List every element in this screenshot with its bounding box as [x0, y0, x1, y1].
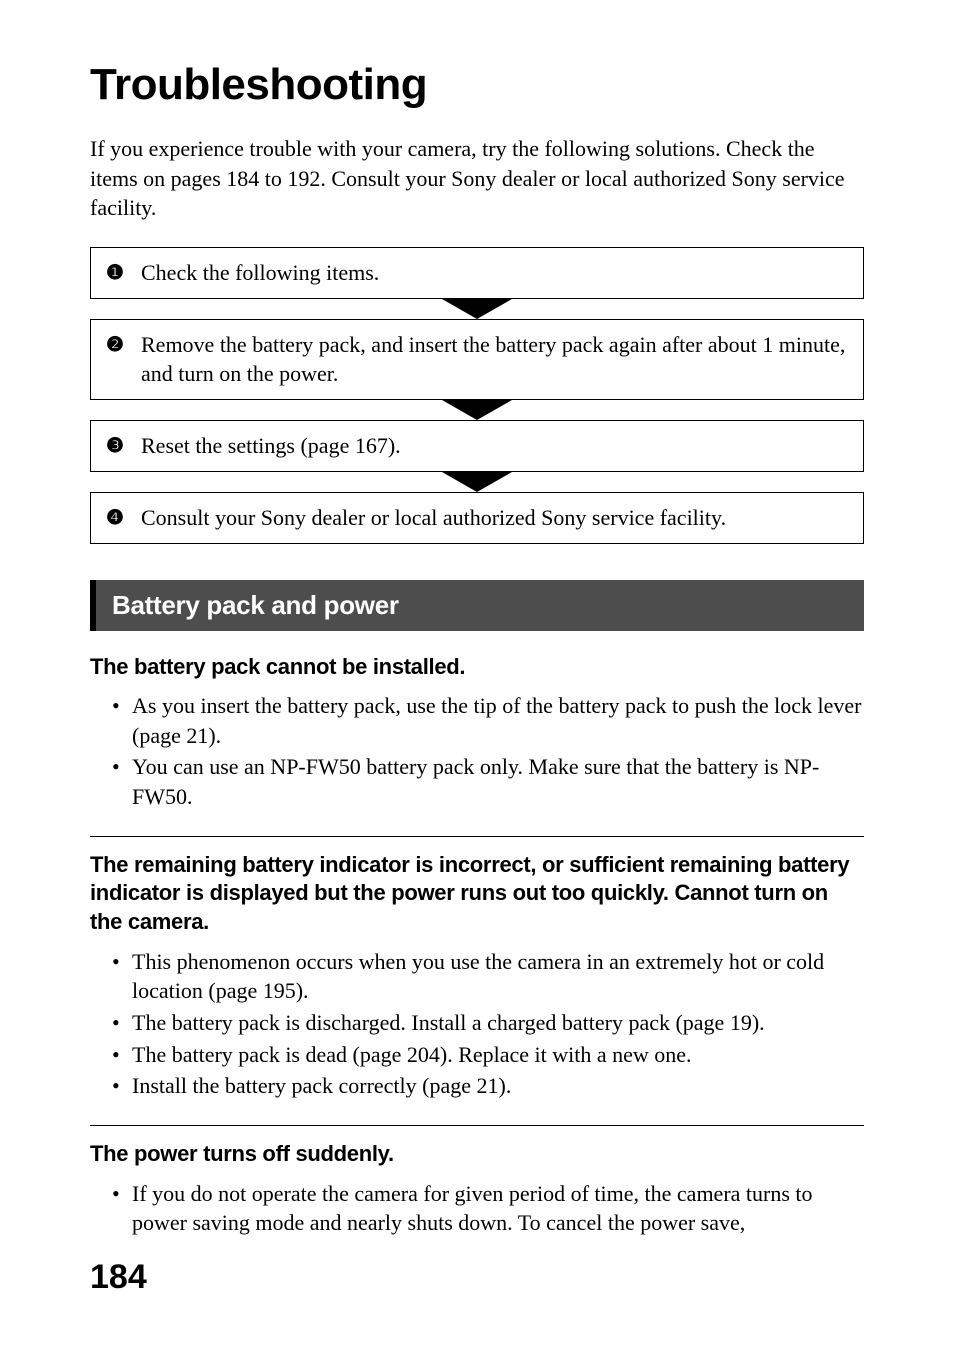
list-item: This phenomenon occurs when you use the …: [132, 947, 864, 1006]
step-text: Remove the battery pack, and insert the …: [141, 330, 847, 389]
topic-block: The remaining battery indicator is incor…: [90, 851, 864, 1101]
step-number-icon: ❶: [103, 260, 127, 287]
down-arrow-icon: [90, 472, 864, 492]
step-box-3: ❸ Reset the settings (page 167).: [90, 420, 864, 472]
topic-block: The battery pack cannot be installed. As…: [90, 653, 864, 812]
topic-title: The battery pack cannot be installed.: [90, 653, 864, 682]
step-box-2: ❷ Remove the battery pack, and insert th…: [90, 319, 864, 400]
list-item: If you do not operate the camera for giv…: [132, 1179, 864, 1238]
step-text: Consult your Sony dealer or local author…: [141, 503, 726, 533]
list-item: The battery pack is dead (page 204). Rep…: [132, 1040, 864, 1070]
list-item: The battery pack is discharged. Install …: [132, 1008, 864, 1038]
bullet-list: This phenomenon occurs when you use the …: [90, 947, 864, 1101]
page-title: Troubleshooting: [90, 60, 864, 110]
intro-text: If you experience trouble with your came…: [90, 134, 864, 223]
page-number: 184: [90, 1258, 147, 1297]
list-item: Install the battery pack correctly (page…: [132, 1071, 864, 1101]
step-text: Reset the settings (page 167).: [141, 431, 401, 461]
down-arrow-icon: [90, 400, 864, 420]
step-box-1: ❶ Check the following items.: [90, 247, 864, 299]
section-header: Battery pack and power: [90, 580, 864, 631]
topic-title: The remaining battery indicator is incor…: [90, 851, 864, 937]
step-number-icon: ❸: [103, 433, 127, 460]
down-arrow-icon: [90, 299, 864, 319]
step-number-icon: ❷: [103, 332, 127, 359]
divider: [90, 1125, 864, 1126]
step-number-icon: ❹: [103, 505, 127, 532]
step-box-4: ❹ Consult your Sony dealer or local auth…: [90, 492, 864, 544]
bullet-list: As you insert the battery pack, use the …: [90, 691, 864, 812]
bullet-list: If you do not operate the camera for giv…: [90, 1179, 864, 1238]
divider: [90, 836, 864, 837]
list-item: You can use an NP-FW50 battery pack only…: [132, 752, 864, 811]
topic-block: The power turns off suddenly. If you do …: [90, 1140, 864, 1238]
list-item: As you insert the battery pack, use the …: [132, 691, 864, 750]
topic-title: The power turns off suddenly.: [90, 1140, 864, 1169]
step-text: Check the following items.: [141, 258, 379, 288]
